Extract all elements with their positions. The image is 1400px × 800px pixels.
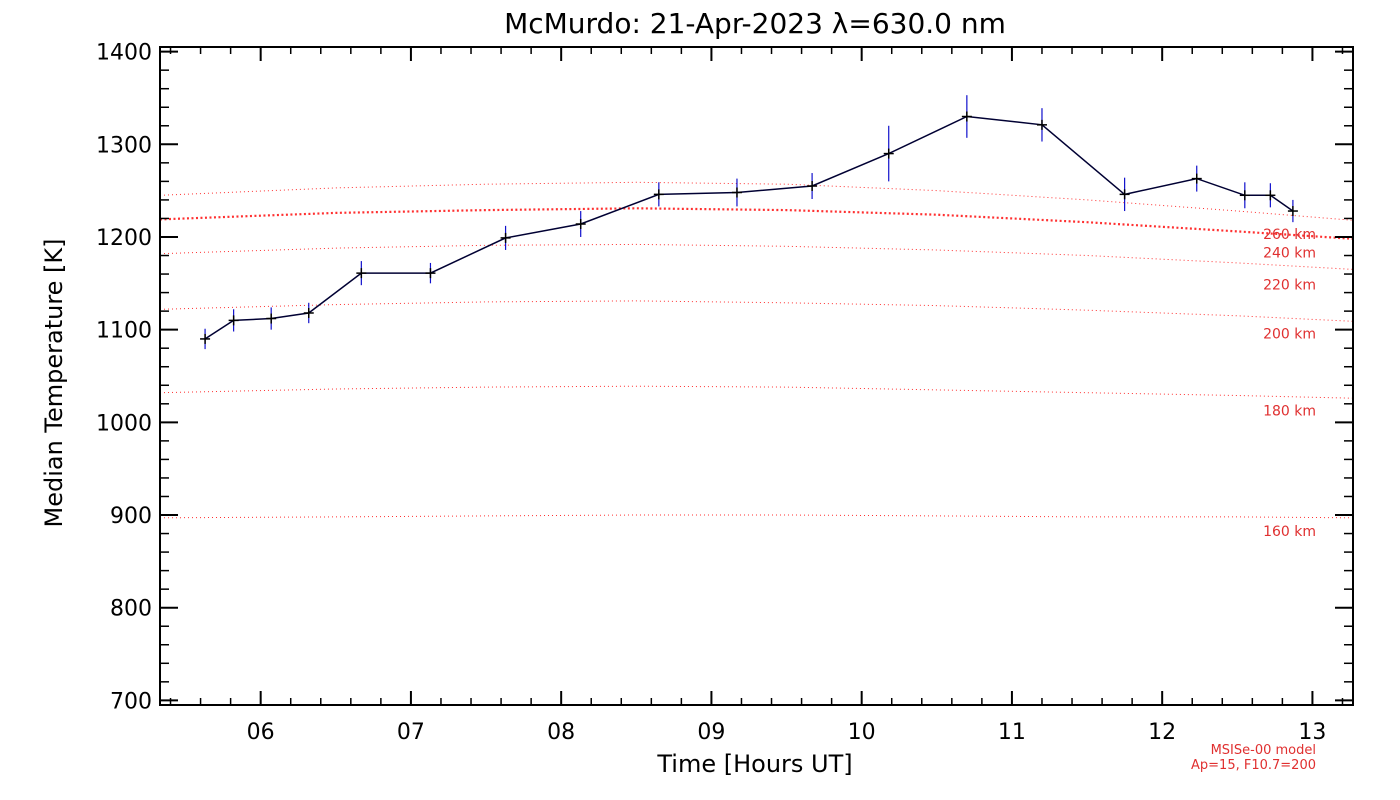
series-line — [204, 115, 1294, 340]
altitude-label: 160 km — [1263, 524, 1316, 540]
x-tick-label: 08 — [547, 720, 575, 745]
x-axis-label: Time [Hours UT] — [656, 750, 852, 778]
y-tick-label: 1000 — [96, 411, 152, 436]
model-curve — [159, 181, 1354, 221]
model-curves — [159, 181, 1354, 519]
plot-frame — [159, 46, 1354, 706]
y-axis-label: Median Temperature [K] — [40, 238, 68, 527]
altitude-label: 180 km — [1263, 403, 1316, 419]
x-tick-label: 13 — [1298, 720, 1326, 745]
model-curve — [159, 207, 1354, 240]
x-axis: 06 07 08 09 10 11 12 13 — [169, 47, 1344, 745]
y-axis: 700 800 900 1000 1100 1200 1300 1400 — [96, 41, 1353, 714]
model-note-line2: Ap=15, F10.7=200 — [1191, 758, 1316, 773]
y-tick-label: 1100 — [96, 319, 152, 344]
altitude-label: 220 km — [1263, 277, 1316, 293]
model-curve — [159, 243, 1354, 270]
altitude-label: 200 km — [1263, 326, 1316, 342]
x-tick-label: 09 — [697, 720, 725, 745]
altitude-label: 260 km — [1263, 227, 1316, 243]
x-tick-label: 10 — [848, 720, 876, 745]
x-tick-label: 12 — [1148, 720, 1176, 745]
y-tick-label: 1400 — [96, 41, 152, 66]
data-series — [200, 95, 1298, 350]
model-curve — [159, 300, 1354, 322]
model-note-line1: MSISe-00 model — [1211, 743, 1316, 758]
model-curve — [159, 514, 1354, 519]
y-tick-label: 700 — [110, 689, 152, 714]
model-curve — [159, 385, 1354, 399]
altitude-labels: 260 km 240 km 220 km 200 km 180 km 160 km — [1263, 227, 1316, 540]
y-tick-label: 900 — [110, 504, 152, 529]
altitude-label: 240 km — [1263, 246, 1316, 262]
chart-title: McMurdo: 21-Apr-2023 λ=630.0 nm — [504, 7, 1006, 40]
x-tick-label: 06 — [247, 720, 275, 745]
y-tick-label: 800 — [110, 597, 152, 622]
x-tick-label: 11 — [998, 720, 1026, 745]
y-tick-label: 1300 — [96, 133, 152, 158]
y-tick-label: 1200 — [96, 226, 152, 251]
x-tick-label: 07 — [397, 720, 425, 745]
